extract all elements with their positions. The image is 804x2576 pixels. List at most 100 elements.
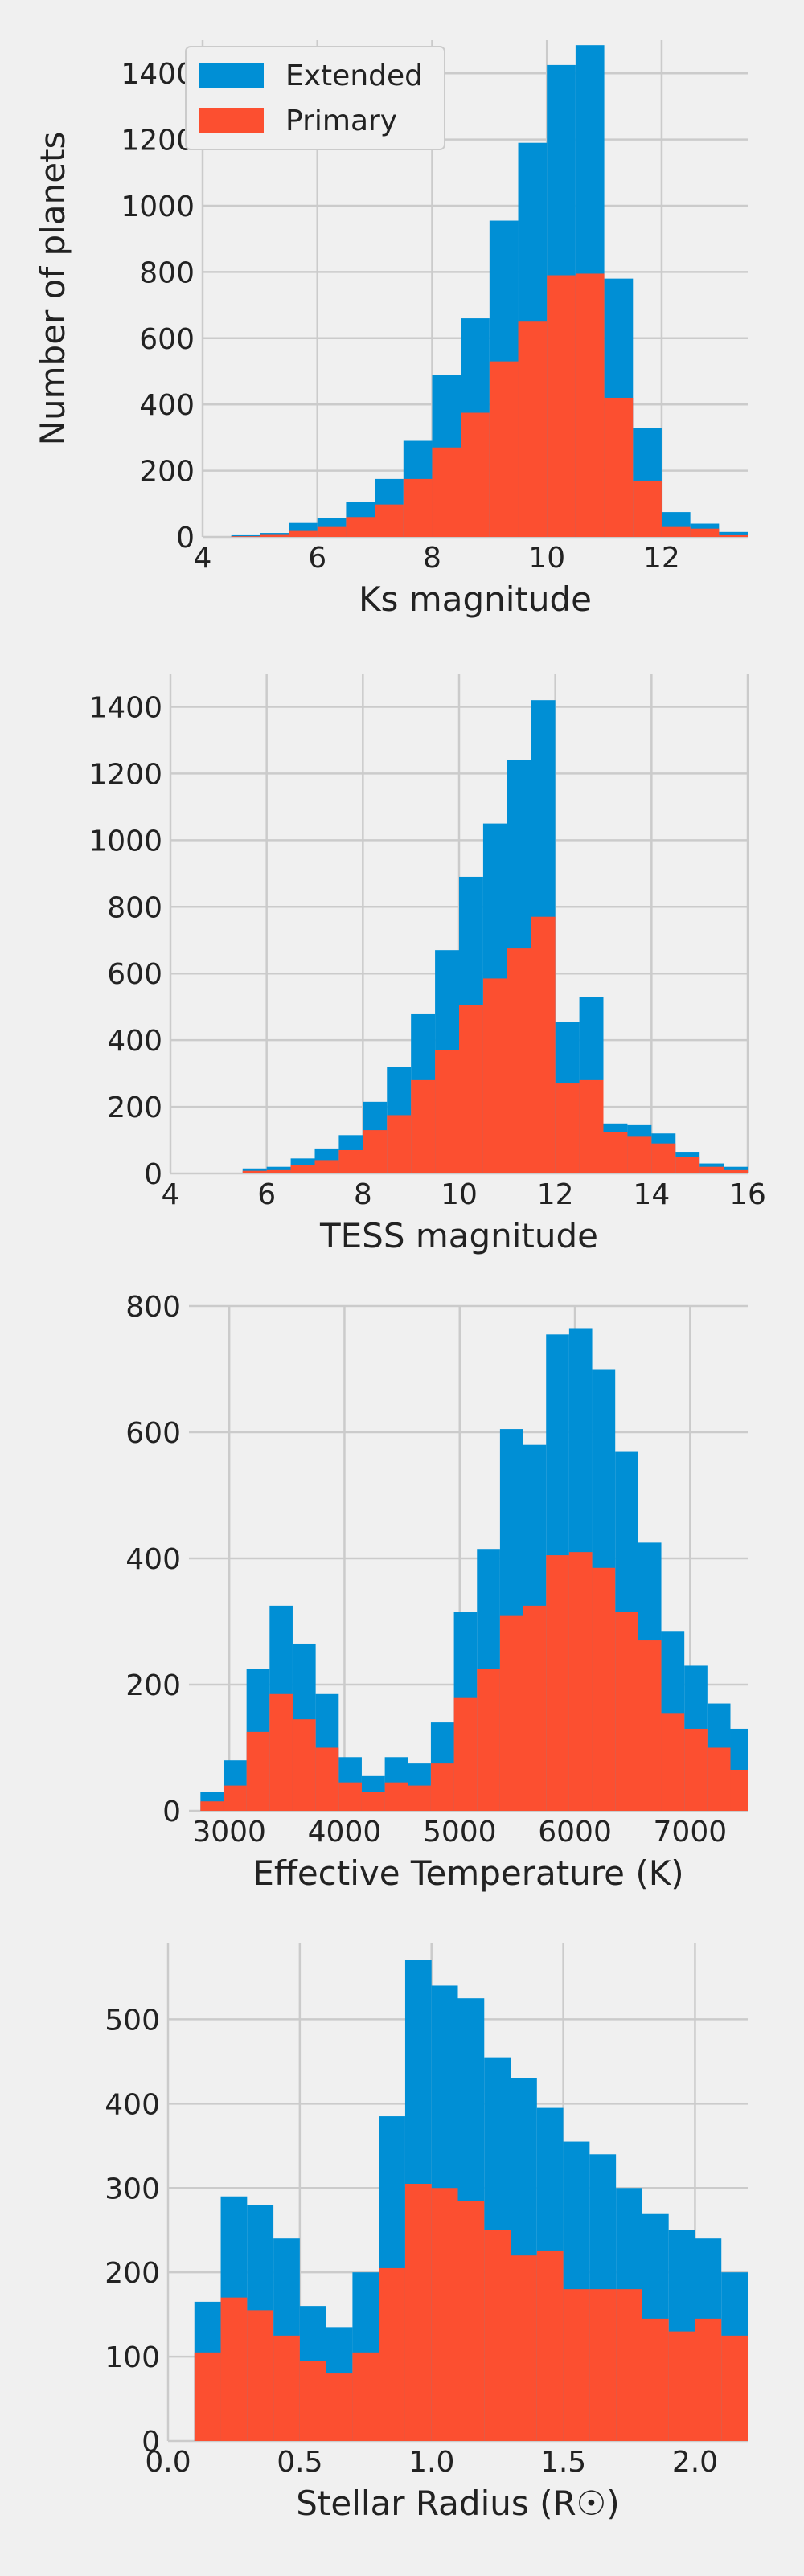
x-tick-label: 4000 bbox=[308, 1816, 382, 1849]
y-tick-label: 1200 bbox=[88, 758, 162, 791]
primary-bar bbox=[707, 1747, 731, 1811]
primary-bar bbox=[695, 2318, 722, 2441]
primary-bar bbox=[200, 1801, 224, 1811]
primary-bar bbox=[589, 2289, 617, 2441]
y-tick-label: 0 bbox=[176, 522, 195, 555]
x-tick-label: 2.0 bbox=[672, 2446, 718, 2479]
primary-bar bbox=[242, 1170, 267, 1173]
y-tick-label: 600 bbox=[139, 323, 195, 356]
primary-bar bbox=[642, 2318, 669, 2441]
x-tick-label: 0.5 bbox=[277, 2446, 322, 2479]
x-tick-label: 14 bbox=[633, 1178, 670, 1211]
primary-bar bbox=[194, 2352, 221, 2441]
primary-bar bbox=[721, 2335, 748, 2441]
y-tick-label: 200 bbox=[125, 1669, 181, 1702]
primary-bar bbox=[260, 534, 289, 537]
x-tick-label: 1.5 bbox=[540, 2446, 586, 2479]
primary-bar bbox=[568, 1552, 593, 1811]
x-tick-label: 1.0 bbox=[408, 2446, 454, 2479]
x-tick-label: 8 bbox=[423, 542, 441, 575]
primary-bar bbox=[411, 1079, 436, 1173]
primary-bar bbox=[246, 1731, 270, 1811]
primary-bar bbox=[507, 948, 531, 1173]
y-tick-label: 200 bbox=[105, 2257, 160, 2290]
primary-bar bbox=[616, 2289, 642, 2441]
x-tick-label: 6 bbox=[308, 542, 326, 575]
primary-bar bbox=[499, 1615, 523, 1811]
primary-bar bbox=[223, 1785, 247, 1811]
primary-bar bbox=[269, 1693, 293, 1811]
primary-bar bbox=[484, 2230, 511, 2441]
primary-bar bbox=[684, 1728, 708, 1811]
extended-bar bbox=[231, 534, 260, 537]
x-tick-label: 3000 bbox=[192, 1816, 266, 1849]
x-tick-label: 6 bbox=[257, 1178, 276, 1211]
y-tick-label: 400 bbox=[139, 389, 195, 422]
primary-bar bbox=[408, 1785, 431, 1811]
y-tick-label: 1400 bbox=[121, 58, 195, 91]
primary-bar bbox=[627, 1136, 652, 1173]
y-tick-label: 400 bbox=[125, 1543, 181, 1576]
primary-bar bbox=[592, 1567, 616, 1811]
primary-bar bbox=[536, 2250, 564, 2441]
primary-bar bbox=[247, 2310, 274, 2441]
chart-panel-3: 3000 4000 5000 6000 7000 0 200 400 600 800 Effecti… bbox=[125, 1291, 748, 1893]
primary-bar bbox=[315, 1747, 339, 1811]
x-axis-label: Stellar Radius (R☉) bbox=[296, 2484, 619, 2523]
primary-bar bbox=[575, 273, 605, 537]
primary-bar bbox=[546, 1555, 569, 1811]
primary-bar bbox=[317, 526, 347, 537]
chart-panel-1: 4 6 8 10 12 0 200 400 600 800 1000 1200 1400 Ks magni… bbox=[33, 40, 748, 619]
primary-bar bbox=[403, 478, 433, 537]
primary-bar bbox=[461, 412, 490, 537]
primary-bar bbox=[346, 517, 375, 537]
primary-bar bbox=[387, 1115, 412, 1173]
x-tick-label: 6000 bbox=[538, 1816, 612, 1849]
primary-bar bbox=[404, 2184, 432, 2441]
y-tick-label: 0 bbox=[162, 1796, 181, 1829]
x-tick-label: 0.0 bbox=[145, 2446, 191, 2479]
primary-bar bbox=[384, 1782, 408, 1811]
y-tick-label: 800 bbox=[125, 1291, 181, 1324]
primary-bar bbox=[489, 361, 519, 537]
primary-bar bbox=[220, 2297, 248, 2441]
y-tick-label: 400 bbox=[107, 1025, 162, 1058]
primary-bar bbox=[638, 1640, 662, 1811]
primary-bar bbox=[482, 978, 507, 1173]
primary-bar bbox=[651, 1143, 676, 1173]
primary-bar bbox=[675, 1157, 700, 1173]
x-tick-label: 12 bbox=[537, 1178, 574, 1211]
primary-bar bbox=[719, 534, 748, 537]
primary-bar bbox=[459, 1005, 483, 1173]
y-tick-label: 600 bbox=[125, 1417, 181, 1450]
primary-bar bbox=[231, 536, 260, 537]
primary-bar bbox=[375, 504, 404, 537]
legend-swatch bbox=[199, 63, 264, 88]
x-tick-label: 7000 bbox=[654, 1816, 728, 1849]
primary-bar bbox=[633, 480, 662, 537]
primary-bar bbox=[338, 1149, 363, 1173]
primary-bar bbox=[615, 1612, 638, 1811]
chart-panel-2: 4 6 8 10 12 14 16 0 200 400 600 800 1000 1200 1400 TESS… bbox=[88, 674, 766, 1255]
y-tick-label: 300 bbox=[105, 2173, 160, 2205]
primary-bar bbox=[290, 1165, 315, 1173]
primary-bar bbox=[361, 1792, 385, 1811]
chart-panel-4: 0.0 0.5 1.0 1.5 2.0 0 100 200 300 400 500 Stellar R… bbox=[105, 1943, 748, 2523]
x-axis-label: TESS magnitude bbox=[319, 1216, 598, 1255]
x-tick-label: 4 bbox=[194, 542, 212, 575]
y-tick-label: 100 bbox=[105, 2341, 160, 2374]
primary-bar bbox=[518, 321, 548, 537]
primary-bar bbox=[432, 447, 461, 537]
primary-bar bbox=[477, 1669, 500, 1811]
extended-bar bbox=[724, 1166, 748, 1173]
primary-bar bbox=[453, 1697, 478, 1811]
primary-bar bbox=[314, 1160, 339, 1173]
primary-bar bbox=[292, 1719, 316, 1811]
y-tick-label: 500 bbox=[105, 2004, 160, 2037]
y-tick-label: 0 bbox=[142, 2426, 160, 2459]
primary-bar bbox=[661, 526, 691, 537]
primary-bar bbox=[523, 1605, 547, 1811]
x-tick-label: 4 bbox=[162, 1178, 180, 1211]
